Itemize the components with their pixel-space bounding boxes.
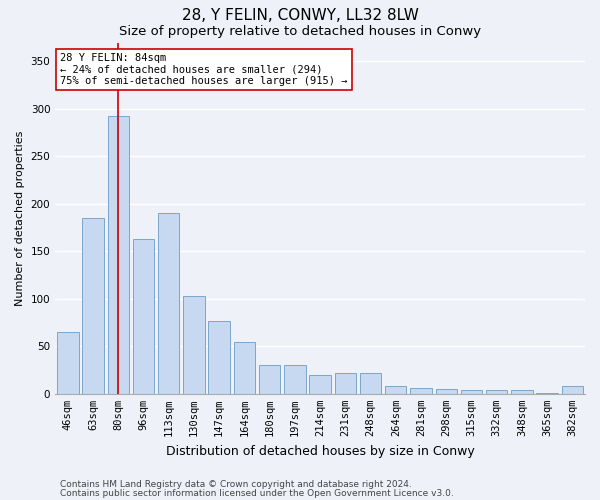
- Bar: [133, 239, 154, 394]
- Text: Contains public sector information licensed under the Open Government Licence v3: Contains public sector information licen…: [60, 488, 454, 498]
- Bar: [562, 386, 583, 394]
- Bar: [335, 373, 356, 394]
- Bar: [360, 373, 381, 394]
- Bar: [183, 296, 205, 394]
- Bar: [82, 218, 104, 394]
- Bar: [486, 390, 508, 394]
- Bar: [158, 214, 179, 394]
- Bar: [410, 388, 432, 394]
- Bar: [208, 320, 230, 394]
- Bar: [310, 375, 331, 394]
- Text: 28 Y FELIN: 84sqm
← 24% of detached houses are smaller (294)
75% of semi-detache: 28 Y FELIN: 84sqm ← 24% of detached hous…: [61, 53, 348, 86]
- Text: 28, Y FELIN, CONWY, LL32 8LW: 28, Y FELIN, CONWY, LL32 8LW: [182, 8, 418, 22]
- Bar: [284, 366, 305, 394]
- Y-axis label: Number of detached properties: Number of detached properties: [15, 130, 25, 306]
- Text: Size of property relative to detached houses in Conwy: Size of property relative to detached ho…: [119, 25, 481, 38]
- Bar: [233, 342, 255, 394]
- Bar: [57, 332, 79, 394]
- Bar: [511, 390, 533, 394]
- Bar: [436, 389, 457, 394]
- Text: Contains HM Land Registry data © Crown copyright and database right 2024.: Contains HM Land Registry data © Crown c…: [60, 480, 412, 489]
- Bar: [107, 116, 129, 394]
- Bar: [385, 386, 406, 394]
- Bar: [461, 390, 482, 394]
- Bar: [536, 393, 558, 394]
- X-axis label: Distribution of detached houses by size in Conwy: Distribution of detached houses by size …: [166, 444, 475, 458]
- Bar: [259, 366, 280, 394]
